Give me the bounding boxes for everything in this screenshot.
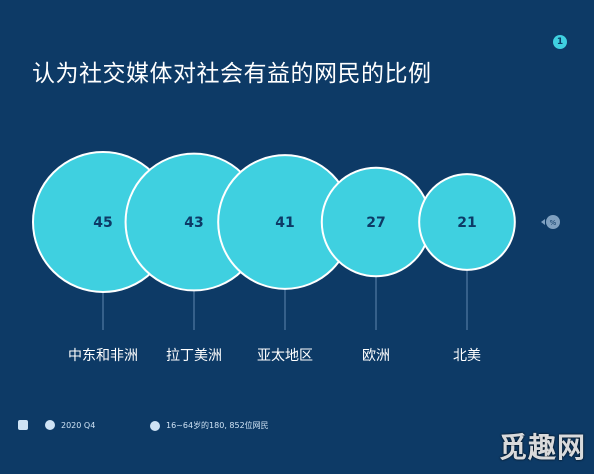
category-label: 欧洲	[362, 348, 390, 364]
info-badge-icon[interactable]: 1	[553, 35, 567, 49]
footer-date-text: 2020 Q4	[61, 420, 96, 430]
calendar-icon	[45, 420, 55, 430]
bubble-value-label: 27	[366, 215, 385, 231]
chart-title: 认为社交媒体对社会有益的网民的比例	[32, 61, 432, 87]
bubble-value-label: 21	[457, 215, 476, 231]
people-icon	[150, 420, 160, 431]
bubble-value-label: 45	[93, 215, 112, 231]
unit-marker: %	[541, 215, 560, 229]
bubble-value-label: 41	[275, 215, 294, 231]
bubble-value-label: 43	[184, 215, 203, 231]
footer-sample: 16~64岁的180, 852位网民	[150, 420, 269, 431]
footer-sample-text: 16~64岁的180, 852位网民	[166, 421, 269, 430]
footer-date: 2020 Q4	[45, 420, 95, 430]
category-label: 亚太地区	[257, 348, 313, 364]
watermark-logo: 觅趣网	[498, 431, 586, 464]
category-label: 拉丁美洲	[166, 348, 222, 364]
category-label: 北美	[453, 348, 481, 364]
footer-chart-icon	[18, 420, 34, 430]
category-label: 中东和非洲	[68, 348, 138, 364]
unit-marker-label: %	[550, 219, 557, 227]
chart-icon	[18, 420, 28, 430]
bubble-5[interactable]	[418, 173, 516, 271]
